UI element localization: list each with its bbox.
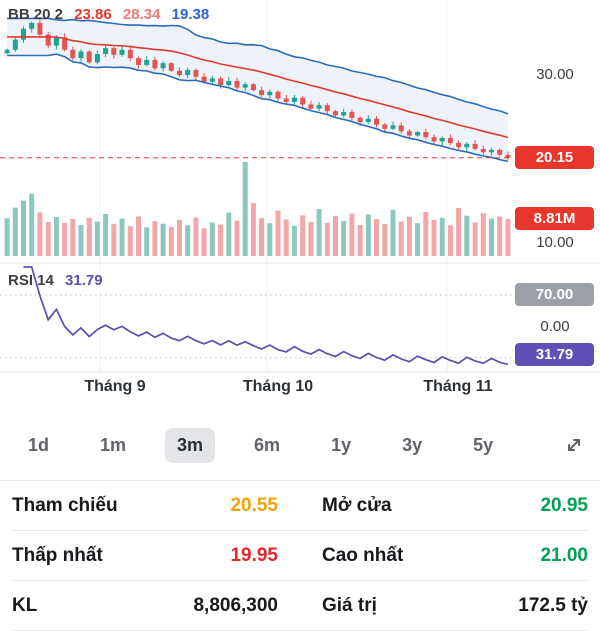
rsi-legend-value: 31.79 [65,272,103,289]
range-1y[interactable]: 1y [319,428,363,463]
rsi-upper-level-badge: 70.00 [515,283,594,306]
range-1d[interactable]: 1d [16,428,61,463]
stats-row-1: Tham chiếu 20.55 Mở cửa 20.95 [12,481,588,531]
low-value: 19.95 [230,544,278,566]
range-6m[interactable]: 6m [242,428,292,463]
stat-reference: Tham chiếu 20.55 [12,481,278,530]
turnover-label: Giá trị [322,594,377,616]
rsi-label: RSI 14 [8,272,54,289]
open-value: 20.95 [540,494,588,516]
bb-mid-value: 23.86 [74,6,112,23]
chart-panel: BB 20 2 23.86 28.34 19.38 RSI 14 31.79 3… [0,0,600,410]
volume-value: 8,806,300 [193,594,278,616]
stat-low: Thấp nhất 19.95 [12,531,278,580]
quote-stats: Tham chiếu 20.55 Mở cửa 20.95 Thấp nhất … [0,480,600,631]
price-axis-30: 30.00 [536,66,574,83]
fullscreen-expand-icon[interactable] [564,435,584,455]
price-chart-svg[interactable] [0,0,600,410]
stats-row-3: KL 8,806,300 Giá trị 172.5 tỷ [12,581,588,631]
bb-lower-value: 19.38 [171,6,210,23]
bollinger-legend: BB 20 2 23.86 28.34 19.38 [8,6,216,23]
stats-row-2: Thấp nhất 19.95 Cao nhất 21.00 [12,531,588,581]
price-axis-0: 0.00 [540,318,570,335]
stat-volume: KL 8,806,300 [12,581,278,630]
rsi-value-badge: 31.79 [515,343,594,366]
volume-badge: 8.81M [515,207,594,230]
stat-open: Mở cửa 20.95 [322,481,588,530]
range-3y[interactable]: 3y [390,428,434,463]
rsi-legend: RSI 14 31.79 [8,272,110,289]
range-5y[interactable]: 5y [461,428,505,463]
reference-label: Tham chiếu [12,494,118,516]
high-value: 21.00 [540,544,588,566]
stat-turnover: Giá trị 172.5 tỷ [322,581,588,630]
low-label: Thấp nhất [12,544,103,566]
open-label: Mở cửa [322,494,392,516]
reference-value: 20.55 [230,494,278,516]
volume-label: KL [12,594,38,616]
bb-upper-value: 28.34 [122,6,161,23]
stat-high: Cao nhất 21.00 [322,531,588,580]
range-3m[interactable]: 3m [165,427,216,463]
turnover-value: 172.5 tỷ [518,594,588,616]
price-axis-10: 10.00 [536,234,574,251]
bb-label: BB 20 2 [8,6,64,23]
high-label: Cao nhất [322,544,404,566]
range-1m[interactable]: 1m [88,428,138,463]
x-axis-month-october: Tháng 10 [242,378,314,395]
x-axis-month-november: Tháng 11 [423,378,493,395]
last-price-badge: 20.15 [515,146,594,169]
x-axis-month-september: Tháng 9 [84,378,146,395]
range-selector: 1d 1m 3m 6m 1y 3y 5y [0,410,600,480]
